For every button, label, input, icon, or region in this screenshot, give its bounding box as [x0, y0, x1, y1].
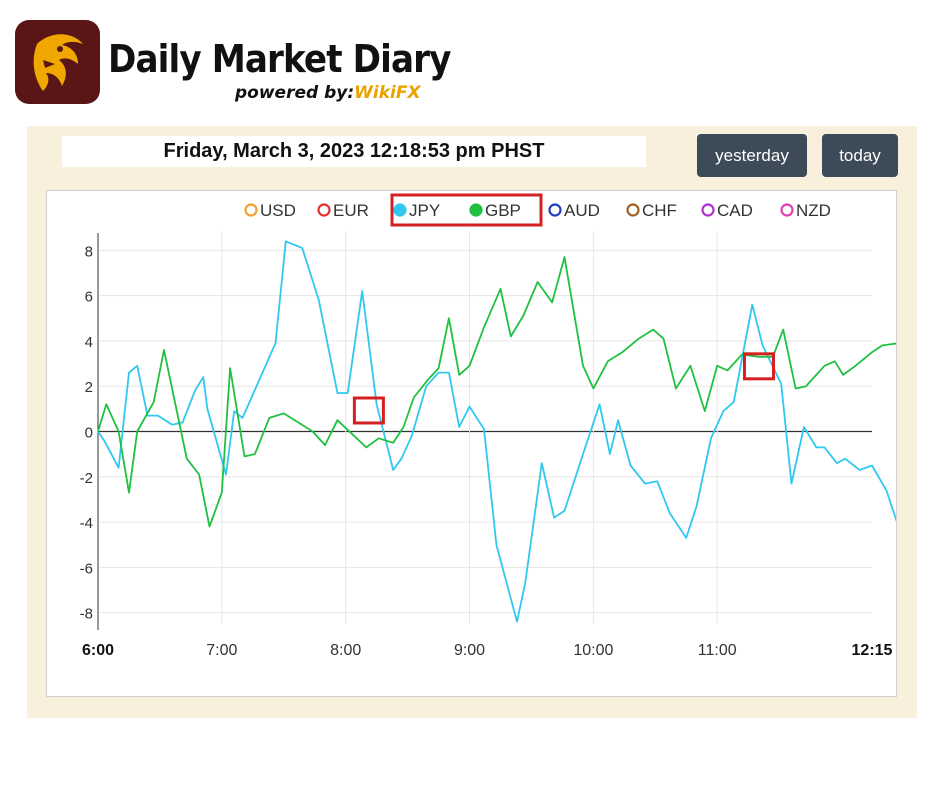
chart-area: -8 -6 -4 -2 0 2 4 6 8 6:00 7:00 8:00 9:00 10:00 11:00… [46, 190, 897, 697]
x-tick-label: 11:00 [698, 642, 737, 659]
legend-item-usd[interactable]: USD [244, 201, 296, 220]
y-tick-label: 4 [85, 334, 93, 351]
brand-logo [15, 20, 100, 104]
x-axis: 6:00 7:00 8:00 9:00 10:00 11:00 12:15 [82, 642, 893, 659]
legend-highlight-box [390, 193, 543, 227]
x-tick-label: 10:00 [573, 642, 613, 659]
highlights [352, 193, 775, 425]
y-tick-label: 0 [85, 425, 93, 442]
x-tick-label: 6:00 [82, 642, 114, 659]
y-tick-label: -6 [80, 560, 93, 577]
legend-item-eur[interactable]: EUR [317, 201, 369, 220]
y-tick-label: 6 [85, 289, 93, 306]
currency-line-chart: -8 -6 -4 -2 0 2 4 6 8 6:00 7:00 8:00 9:00 10:00 11:00… [80, 193, 896, 659]
legend-label: CAD [717, 201, 753, 220]
y-tick-label: 2 [85, 379, 93, 396]
legend-item-chf[interactable]: CHF [626, 201, 677, 220]
y-tick-label: -8 [80, 606, 93, 623]
legend[interactable]: USD EUR JPY GBP AUD CHF CAD NZD [244, 201, 831, 220]
legend-dot-chf [626, 203, 640, 217]
legend-dot-gbp [469, 203, 483, 217]
brand-title: Daily Market Diary [108, 37, 451, 81]
y-tick-label: 8 [85, 243, 93, 260]
brand-subtitle-wikifx: WikiFX [354, 83, 421, 103]
legend-dot-usd [244, 203, 258, 217]
legend-item-aud[interactable]: AUD [548, 201, 600, 220]
series-line-jpy [97, 240, 896, 623]
today-button[interactable]: today [822, 134, 898, 177]
legend-item-cad[interactable]: CAD [701, 201, 753, 220]
legend-label: EUR [333, 201, 369, 220]
x-tick-label: 7:00 [206, 642, 237, 659]
legend-item-gbp[interactable]: GBP [469, 201, 521, 220]
crossover-highlight-box [742, 352, 775, 381]
legend-label: JPY [409, 201, 440, 220]
legend-dot-nzd [780, 203, 794, 217]
legend-label: GBP [485, 201, 521, 220]
brand-subtitle: powered by:WikiFX [235, 85, 421, 102]
legend-item-jpy[interactable]: JPY [393, 201, 441, 220]
legend-label: AUD [564, 201, 600, 220]
legend-label: USD [260, 201, 296, 220]
legend-label: CHF [642, 201, 677, 220]
legend-dot-eur [317, 203, 331, 217]
series-lines [97, 240, 896, 623]
x-tick-label: 9:00 [454, 642, 485, 659]
legend-label: NZD [796, 201, 831, 220]
y-tick-label: -2 [80, 470, 93, 487]
x-tick-label: 12:15 [852, 642, 893, 659]
legend-dot-jpy [393, 203, 407, 217]
yesterday-button[interactable]: yesterday [697, 134, 807, 177]
eagle-icon [33, 34, 83, 91]
crossover-highlight-box [352, 396, 385, 425]
date-display: Friday, March 3, 2023 12:18:53 pm PHST [62, 136, 646, 167]
y-axis: -8 -6 -4 -2 0 2 4 6 8 [80, 243, 93, 622]
brand-subtitle-prefix: powered by: [235, 83, 355, 103]
legend-dot-cad [701, 203, 715, 217]
series-line-gbp [97, 256, 896, 528]
legend-dot-aud [548, 203, 562, 217]
y-tick-label: -4 [80, 515, 93, 532]
legend-item-nzd[interactable]: NZD [780, 201, 831, 220]
x-tick-label: 8:00 [330, 642, 361, 659]
